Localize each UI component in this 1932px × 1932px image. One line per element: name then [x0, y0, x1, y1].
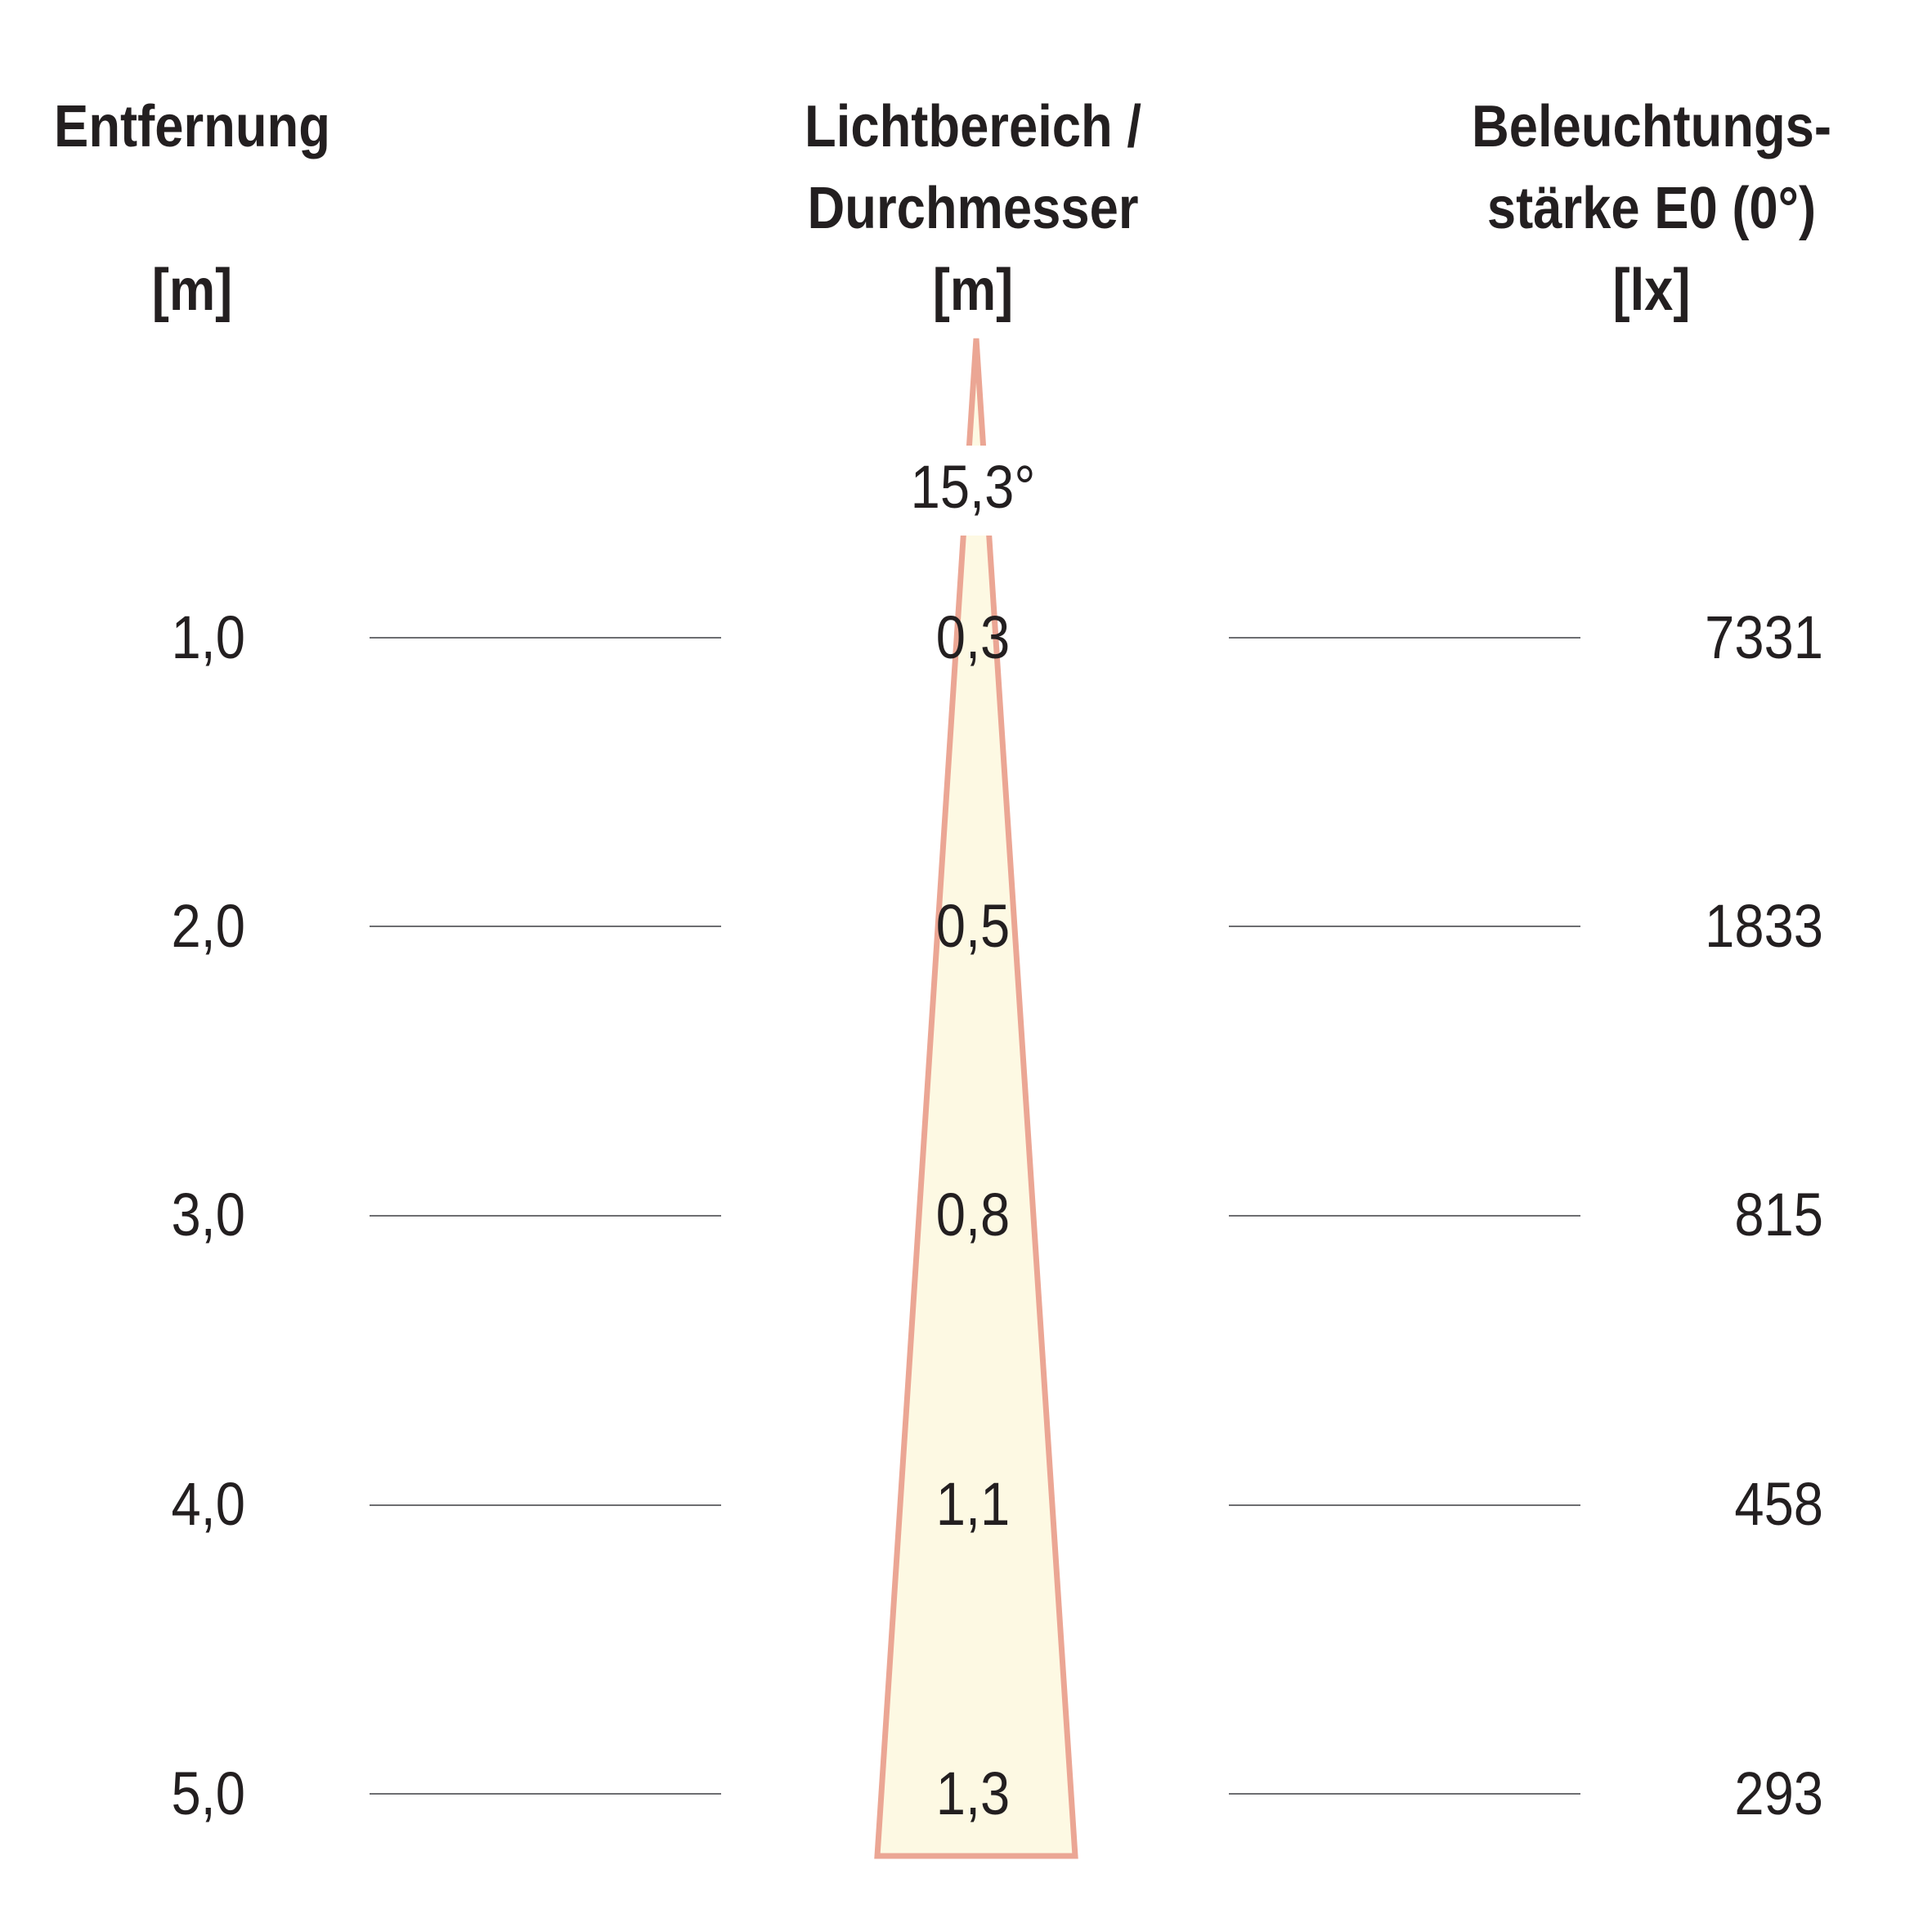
row-divider-left [370, 1504, 721, 1506]
distance-value: 3,0 [171, 1181, 245, 1248]
diameter-value: 0,5 [935, 892, 1011, 960]
row-divider-left [370, 926, 721, 927]
illuminance-value: 293 [1734, 1759, 1823, 1827]
illuminance-value: 1833 [1705, 892, 1823, 960]
beam-header-title-2: Durchmesser [807, 176, 1139, 241]
diameter-value: 0,3 [935, 603, 1011, 671]
diameter-value: 1,1 [935, 1470, 1011, 1538]
row-divider-left [370, 1793, 721, 1795]
row-divider-right [1229, 1215, 1580, 1217]
distance-value: 2,0 [171, 892, 245, 960]
distance-value: 4,0 [171, 1470, 245, 1538]
illuminance-header-title-2: stärke E0 (0°) [1486, 176, 1817, 241]
beam-header: Lichtbereich / Durchmesser [m] [764, 86, 1181, 331]
diameter-value: 1,3 [935, 1759, 1011, 1827]
distance-header-unit: [m] [151, 258, 233, 323]
row-divider-right [1229, 1793, 1580, 1795]
beam-angle-label: 15,3° [910, 453, 1036, 521]
beam-header-unit: [m] [932, 258, 1014, 323]
row-divider-right [1229, 926, 1580, 927]
distance-header-title: Entfernung [54, 94, 330, 159]
beam-header-title-1: Lichtbereich / [805, 94, 1141, 159]
row-divider-left [370, 637, 721, 639]
angle-label-background [887, 446, 1059, 536]
distance-value: 1,0 [171, 603, 245, 671]
illuminance-header-unit: [lx] [1612, 258, 1691, 323]
illuminance-value: 7331 [1705, 603, 1823, 671]
illuminance-header-title-1: Beleuchtungs- [1471, 94, 1832, 159]
distance-header: Entfernung [m] [45, 86, 340, 331]
row-divider-left [370, 1215, 721, 1217]
distance-value: 5,0 [171, 1759, 245, 1827]
illuminance-value: 815 [1734, 1181, 1823, 1248]
diameter-value: 0,8 [935, 1181, 1011, 1248]
illuminance-header: Beleuchtungs- stärke E0 (0°) [lx] [1421, 86, 1881, 331]
illuminance-value: 458 [1734, 1470, 1823, 1538]
light-cone-fill [874, 338, 1078, 1859]
row-divider-right [1229, 1504, 1580, 1506]
row-divider-right [1229, 637, 1580, 639]
